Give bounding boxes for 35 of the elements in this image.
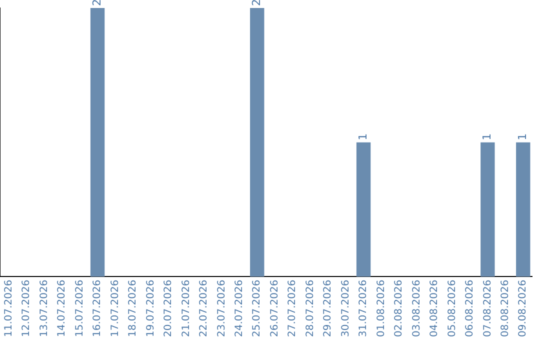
data-label: 2: [250, 0, 263, 6]
x-tick-label: 25.07.2026: [252, 280, 263, 338]
data-label: 1: [356, 133, 370, 140]
x-tick-label: 07.08.2026: [482, 280, 494, 338]
x-tick-label: 23.07.2026: [216, 280, 228, 338]
x-tick-label: 28.07.2026: [304, 280, 316, 338]
x-tick-label: 08.08.2026: [500, 280, 511, 338]
data-label: 1: [480, 133, 494, 140]
x-tick-label: 27.07.2026: [287, 280, 298, 338]
x-tick-label: 16.07.2026: [92, 280, 104, 338]
x-tick-label: 24.07.2026: [234, 280, 245, 338]
x-tick-label: 04.08.2026: [429, 280, 440, 338]
x-tick-label: 19.07.2026: [145, 280, 156, 338]
x-tick-label: 29.07.2026: [322, 280, 334, 338]
x-tick-label: 09.08.2026: [518, 280, 529, 338]
x-tick-label: 01.08.2026: [376, 280, 387, 338]
x-tick-label: 06.08.2026: [464, 280, 476, 338]
x-tick-label: 05.08.2026: [446, 280, 458, 338]
x-tick-label: 18.07.2026: [128, 280, 139, 338]
x-tick-label: 11.07.2026: [3, 280, 14, 338]
x-tick-label: 20.07.2026: [163, 280, 174, 338]
x-tick-label: 12.07.2026: [21, 280, 32, 338]
data-label: 1: [516, 133, 529, 140]
x-tick-label: 31.07.2026: [358, 280, 370, 338]
data-label: 2: [90, 0, 104, 6]
x-tick-label: 03.08.2026: [411, 280, 422, 338]
x-tick-label: 15.07.2026: [74, 280, 86, 338]
x-tick-label: 17.07.2026: [110, 280, 121, 338]
x-tick-label: 02.08.2026: [394, 280, 405, 338]
x-tick-label: 22.07.2026: [198, 280, 210, 338]
x-tick-label: 30.07.2026: [340, 280, 352, 338]
x-tick-label: 21.07.2026: [180, 280, 192, 338]
x-tick-label: 14.07.2026: [56, 280, 68, 338]
x-tick-label: 13.07.2026: [38, 280, 50, 338]
x-tick-label: 26.07.2026: [269, 280, 280, 338]
